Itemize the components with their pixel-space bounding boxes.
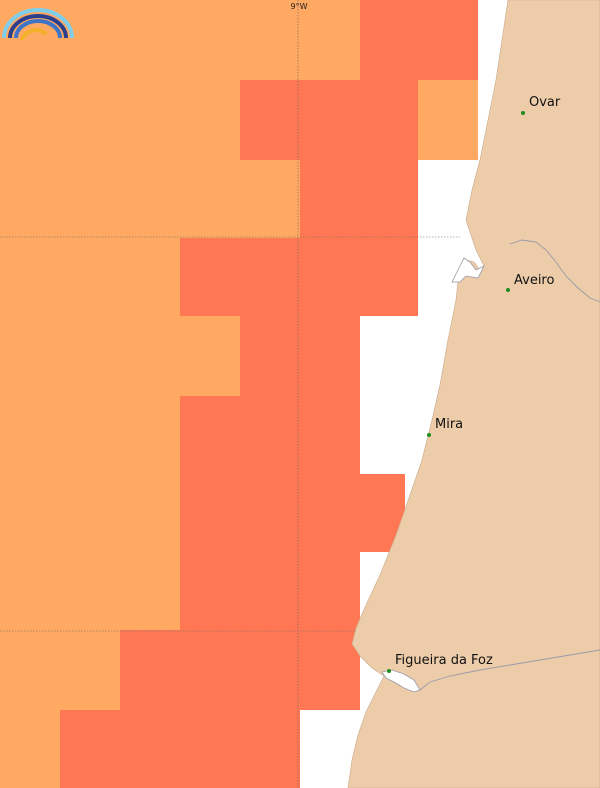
zone-cell-dark	[180, 552, 360, 630]
city-label: Figueira da Foz	[395, 653, 493, 668]
city-label: Mira	[435, 417, 463, 432]
zone-cell-dark	[300, 160, 418, 238]
zone-cell-dark	[60, 710, 300, 788]
city-ovar[interactable]: Ovar	[521, 95, 561, 115]
mondego-estuary	[381, 669, 421, 693]
river-vouga	[509, 239, 600, 303]
zone-cell-light	[0, 80, 240, 160]
zone-cell-dark	[180, 396, 360, 474]
zone-light	[0, 0, 478, 788]
zone-cell-light	[180, 316, 240, 396]
river-mondego	[419, 649, 600, 691]
zone-cell-light	[0, 710, 60, 788]
zone-cell-light	[0, 630, 120, 710]
zone-cell-dark	[180, 238, 418, 316]
meridian-label: 9°W	[291, 2, 308, 11]
city-label: Ovar	[529, 95, 561, 110]
city-dot	[521, 111, 525, 115]
zone-dark	[60, 0, 478, 788]
zone-cell-dark	[360, 0, 478, 80]
graticule	[0, 0, 460, 788]
zone-cell-light	[0, 0, 360, 80]
city-dot	[387, 669, 391, 673]
zone-cell-dark	[240, 316, 360, 396]
aveiro-lagoon	[451, 257, 485, 283]
rainbow-arc-logo-icon	[2, 8, 74, 41]
zone-cell-light	[0, 238, 180, 630]
rivers	[419, 239, 600, 691]
city-dot	[427, 433, 431, 437]
zone-cell-light	[418, 80, 478, 160]
zone-cell-dark	[180, 474, 405, 552]
city-figueira-da-foz[interactable]: Figueira da Foz	[387, 653, 493, 673]
city-mira[interactable]: Mira	[427, 417, 463, 437]
zone-cell-dark	[240, 80, 418, 160]
city-label: Aveiro	[514, 273, 554, 288]
zone-cell-light	[0, 160, 300, 238]
zone-cell-dark	[120, 630, 360, 710]
city-aveiro[interactable]: Aveiro	[506, 273, 554, 292]
land-portugal	[347, 0, 600, 788]
city-dot	[506, 288, 510, 292]
